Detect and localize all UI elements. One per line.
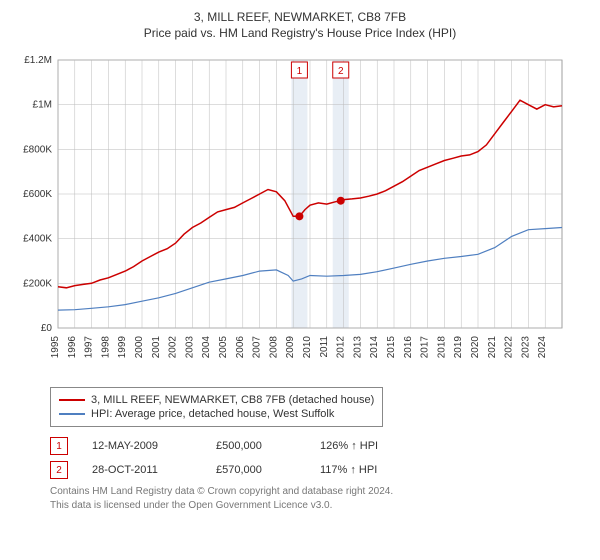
svg-text:2012: 2012 bbox=[336, 336, 347, 359]
legend-row: 3, MILL REEF, NEWMARKET, CB8 7FB (detach… bbox=[59, 394, 374, 406]
svg-text:2001: 2001 bbox=[151, 336, 162, 359]
sales-table: 1 12-MAY-2009 £500,000 126% ↑ HPI 2 28-OCT-20… bbox=[50, 437, 590, 479]
svg-text:2014: 2014 bbox=[369, 336, 380, 359]
svg-text:2004: 2004 bbox=[201, 336, 212, 359]
footer-line-2: This data is licensed under the Open Gov… bbox=[50, 499, 590, 513]
legend-label: HPI: Average price, detached house, West… bbox=[91, 408, 334, 420]
footer-line-1: Contains HM Land Registry data © Crown c… bbox=[50, 485, 590, 499]
svg-text:2002: 2002 bbox=[168, 336, 179, 359]
chart-area: £0 £200K £400K £600K £800K £1M £1.2M 1995 1996 19… bbox=[10, 48, 590, 381]
svg-text:2010: 2010 bbox=[302, 336, 313, 359]
svg-text:2016: 2016 bbox=[403, 336, 414, 359]
svg-text:2011: 2011 bbox=[319, 336, 330, 358]
svg-text:£600K: £600K bbox=[23, 189, 52, 200]
svg-text:2: 2 bbox=[338, 66, 344, 77]
svg-text:£800K: £800K bbox=[23, 144, 52, 155]
svg-text:2015: 2015 bbox=[386, 336, 397, 359]
chart-title: 3, MILL REEF, NEWMARKET, CB8 7FB bbox=[10, 10, 590, 24]
sale-price: £500,000 bbox=[216, 440, 296, 452]
sale-hpi: 126% ↑ HPI bbox=[320, 440, 420, 452]
legend-label: 3, MILL REEF, NEWMARKET, CB8 7FB (detach… bbox=[91, 394, 374, 406]
svg-text:£0: £0 bbox=[41, 323, 53, 334]
legend-row: HPI: Average price, detached house, West… bbox=[59, 408, 374, 420]
legend-swatch bbox=[59, 399, 85, 401]
footer-note: Contains HM Land Registry data © Crown c… bbox=[50, 485, 590, 512]
sale-marker-box: 2 bbox=[50, 461, 68, 479]
svg-text:£1.2M: £1.2M bbox=[24, 55, 52, 66]
svg-text:2018: 2018 bbox=[436, 336, 447, 359]
sale-marker-box: 1 bbox=[50, 437, 68, 455]
svg-text:£200K: £200K bbox=[23, 278, 52, 289]
sale-hpi: 117% ↑ HPI bbox=[320, 464, 420, 476]
svg-text:2005: 2005 bbox=[218, 336, 229, 359]
svg-text:2024: 2024 bbox=[537, 336, 548, 359]
legend-box: 3, MILL REEF, NEWMARKET, CB8 7FB (detach… bbox=[50, 387, 383, 427]
svg-text:2019: 2019 bbox=[453, 336, 464, 359]
svg-text:1999: 1999 bbox=[117, 336, 128, 359]
svg-text:£400K: £400K bbox=[23, 234, 52, 245]
svg-text:2022: 2022 bbox=[504, 336, 515, 359]
svg-text:2007: 2007 bbox=[252, 336, 263, 359]
svg-text:2006: 2006 bbox=[235, 336, 246, 359]
svg-text:2013: 2013 bbox=[352, 336, 363, 359]
sale-date: 12-MAY-2009 bbox=[92, 440, 192, 452]
svg-text:2009: 2009 bbox=[285, 336, 296, 359]
svg-text:£1M: £1M bbox=[33, 100, 52, 111]
sale-row: 2 28-OCT-2011 £570,000 117% ↑ HPI bbox=[50, 461, 590, 479]
svg-text:2003: 2003 bbox=[184, 336, 195, 359]
legend-swatch bbox=[59, 413, 85, 415]
svg-text:1996: 1996 bbox=[67, 336, 78, 359]
sale-row: 1 12-MAY-2009 £500,000 126% ↑ HPI bbox=[50, 437, 590, 455]
chart-subtitle: Price paid vs. HM Land Registry's House … bbox=[10, 26, 590, 40]
svg-text:1995: 1995 bbox=[50, 336, 61, 359]
svg-text:2023: 2023 bbox=[520, 336, 531, 359]
svg-text:2008: 2008 bbox=[268, 336, 279, 359]
svg-text:2021: 2021 bbox=[487, 336, 498, 359]
svg-text:2000: 2000 bbox=[134, 336, 145, 359]
sale-date: 28-OCT-2011 bbox=[92, 464, 192, 476]
svg-text:2017: 2017 bbox=[420, 336, 431, 359]
price-chart-svg: £0 £200K £400K £600K £800K £1M £1.2M 1995 1996 19… bbox=[10, 48, 570, 378]
svg-text:1: 1 bbox=[297, 66, 303, 77]
sale-price: £570,000 bbox=[216, 464, 296, 476]
svg-text:1997: 1997 bbox=[84, 336, 95, 359]
svg-text:2020: 2020 bbox=[470, 336, 481, 359]
svg-text:1998: 1998 bbox=[100, 336, 111, 359]
